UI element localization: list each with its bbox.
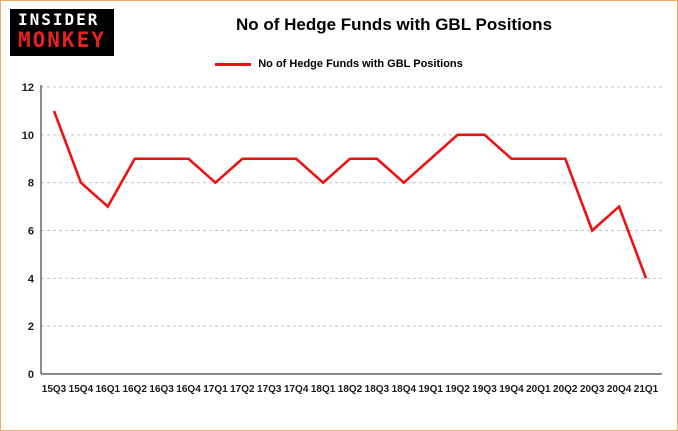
x-axis-label: 16Q1: [96, 384, 121, 395]
x-axis-label: 17Q3: [257, 384, 282, 395]
x-axis-label: 21Q1: [634, 384, 659, 395]
x-axis-label: 16Q2: [122, 384, 147, 395]
y-axis-label: 12: [22, 82, 34, 94]
legend: No of Hedge Funds with GBL Positions: [1, 58, 677, 70]
x-axis-label: 18Q2: [338, 384, 363, 395]
y-axis-label: 2: [28, 321, 34, 333]
data-line-No of Hedge Funds with GBL Positions: [52, 110, 648, 279]
x-axis-label: 20Q1: [526, 384, 551, 395]
x-axis-label: 15Q3: [42, 384, 67, 395]
x-axis-label: 15Q4: [69, 384, 94, 395]
x-axis-label: 20Q4: [607, 384, 632, 395]
y-axis-label: 10: [22, 130, 34, 142]
chart-title: No of Hedge Funds with GBL Positions: [235, 15, 553, 34]
y-axis-label: 4: [28, 273, 35, 285]
logo-insider-text: INSIDER: [18, 10, 100, 29]
x-axis-label: 19Q4: [499, 384, 524, 395]
x-axis-label: 17Q4: [284, 384, 309, 395]
legend-line-swatch: [215, 62, 252, 66]
x-axis-label: 17Q2: [230, 384, 255, 395]
legend-label: No of Hedge Funds with GBL Positions: [258, 58, 463, 70]
insider-monkey-logo: INSIDER MONKEY: [10, 9, 114, 56]
y-axis-label: 8: [28, 178, 34, 190]
x-axis-label: 19Q1: [418, 384, 443, 395]
x-axis-label: 16Q4: [176, 384, 201, 395]
x-axis-label: 19Q2: [445, 384, 470, 395]
x-axis-label: 17Q1: [203, 384, 228, 395]
x-axis-label: 19Q3: [472, 384, 497, 395]
x-axis-label: 18Q1: [311, 384, 336, 395]
logo-monkey-text: MONKEY: [18, 27, 106, 52]
x-axis-label: 16Q3: [149, 384, 174, 395]
y-axis-label: 6: [28, 226, 34, 238]
x-axis-label: 18Q4: [392, 384, 417, 395]
x-axis-label: 20Q3: [580, 384, 605, 395]
x-axis-label: 18Q3: [365, 384, 390, 395]
y-axis-label: 0: [28, 369, 34, 381]
x-axis-label: 20Q2: [553, 384, 578, 395]
